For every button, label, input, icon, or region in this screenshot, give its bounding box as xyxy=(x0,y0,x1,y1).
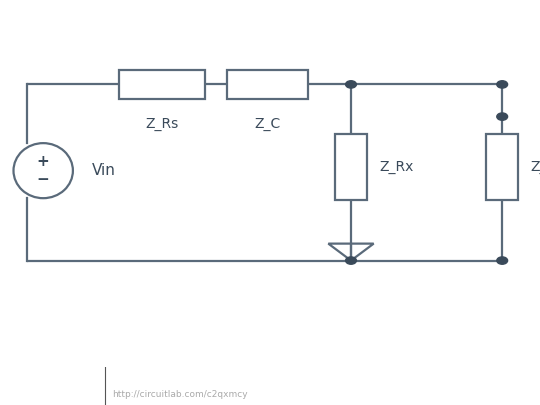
Text: Z_Rs: Z_Rs xyxy=(145,117,179,132)
Bar xyxy=(227,70,308,99)
Text: Vin: Vin xyxy=(92,163,116,178)
Text: CIRCUIT: CIRCUIT xyxy=(8,377,57,387)
Circle shape xyxy=(346,257,356,264)
Text: Z_Rx: Z_Rx xyxy=(379,160,414,174)
Circle shape xyxy=(346,81,356,88)
Text: Z_Rl: Z_Rl xyxy=(530,160,540,174)
Circle shape xyxy=(497,81,508,88)
Circle shape xyxy=(497,113,508,120)
Text: usvvp / diode lab1_transfer 1: usvvp / diode lab1_transfer 1 xyxy=(112,377,284,387)
Bar xyxy=(486,134,518,200)
Ellipse shape xyxy=(14,143,73,198)
Bar xyxy=(119,70,205,99)
Text: −: − xyxy=(37,172,50,187)
Text: —⧯—⊢— LAB: —⧯—⊢— LAB xyxy=(8,390,69,399)
Bar xyxy=(335,134,367,200)
Text: http://circuitlab.com/c2qxmcy: http://circuitlab.com/c2qxmcy xyxy=(112,390,248,399)
Text: Z_C: Z_C xyxy=(254,117,280,132)
Circle shape xyxy=(497,257,508,264)
Text: +: + xyxy=(37,154,50,169)
